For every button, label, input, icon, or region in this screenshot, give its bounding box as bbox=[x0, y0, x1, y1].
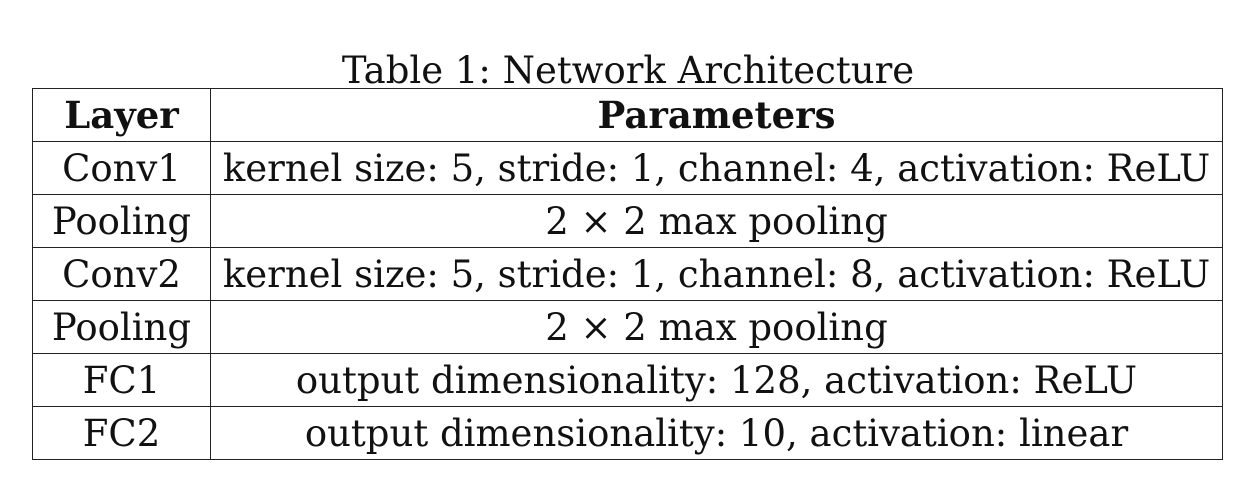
column-header-layer: Layer bbox=[32, 88, 211, 142]
parameters-cell: kernel size: 5, stride: 1, channel: 8, a… bbox=[210, 247, 1223, 301]
parameters-cell: output dimensionality: 128, activation: … bbox=[210, 353, 1223, 407]
table-row: Conv1 kernel size: 5, stride: 1, channel… bbox=[32, 141, 1223, 195]
table-row: Pooling 2 × 2 max pooling bbox=[32, 194, 1223, 248]
network-architecture-table: Layer Parameters Conv1 kernel size: 5, s… bbox=[32, 88, 1223, 460]
parameters-cell: 2 × 2 max pooling bbox=[210, 194, 1223, 248]
layer-cell: Pooling bbox=[32, 194, 211, 248]
layer-cell: Conv2 bbox=[32, 247, 211, 301]
parameters-cell: output dimensionality: 10, activation: l… bbox=[210, 406, 1223, 460]
column-header-parameters: Parameters bbox=[210, 88, 1223, 142]
table-row: Conv2 kernel size: 5, stride: 1, channel… bbox=[32, 247, 1223, 301]
parameters-cell: 2 × 2 max pooling bbox=[210, 300, 1223, 354]
table-row: FC1 output dimensionality: 128, activati… bbox=[32, 353, 1223, 407]
layer-cell: FC2 bbox=[32, 406, 211, 460]
layer-cell: Pooling bbox=[32, 300, 211, 354]
table-caption: Table 1: Network Architecture bbox=[341, 49, 915, 92]
parameters-cell: kernel size: 5, stride: 1, channel: 4, a… bbox=[210, 141, 1223, 195]
table-row: FC2 output dimensionality: 10, activatio… bbox=[32, 406, 1223, 460]
table-header-row: Layer Parameters bbox=[32, 88, 1223, 142]
layer-cell: FC1 bbox=[32, 353, 211, 407]
table-row: Pooling 2 × 2 max pooling bbox=[32, 300, 1223, 354]
layer-cell: Conv1 bbox=[32, 141, 211, 195]
